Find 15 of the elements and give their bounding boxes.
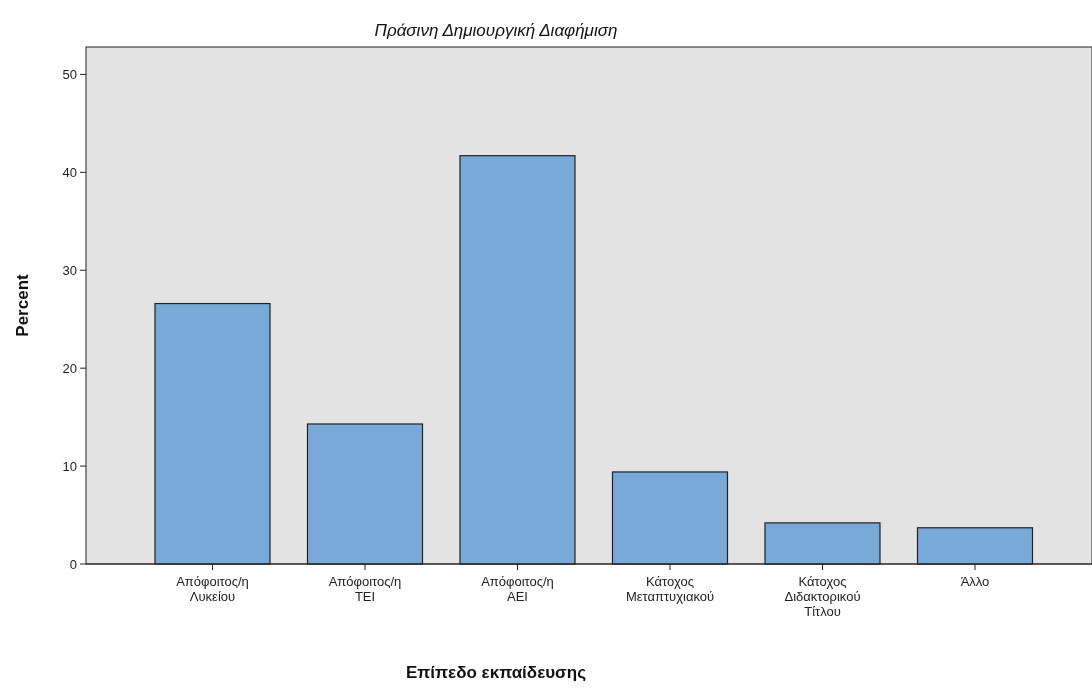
- y-tick-label: 10: [62, 458, 77, 474]
- x-tick-label: Κάτοχος Μεταπτυχιακού: [625, 574, 715, 604]
- x-tick-label: Άλλο: [960, 574, 990, 589]
- x-axis-title: Επίπεδο εκπαίδευσης: [406, 663, 587, 682]
- chart-title: Πράσινη Δημιουργική Διαφήμιση: [374, 21, 618, 40]
- x-tick-label: Απόφοιτος/η Λυκείου: [176, 574, 249, 604]
- x-tick-label: Κάτοχος Διδακτορικού Τίτλου: [784, 574, 861, 619]
- y-tick-label: 0: [69, 556, 77, 572]
- y-tick-label: 50: [62, 66, 77, 82]
- y-tick-label: 20: [62, 360, 77, 376]
- x-tick-label: Απόφοιτος/η ΑΕΙ: [481, 574, 554, 604]
- x-tick-label: Απόφοιτος/η ΤΕΙ: [328, 574, 402, 604]
- y-tick-label: 30: [62, 262, 77, 278]
- y-axis-title: Percent: [13, 273, 32, 337]
- y-tick-label: 40: [62, 164, 77, 180]
